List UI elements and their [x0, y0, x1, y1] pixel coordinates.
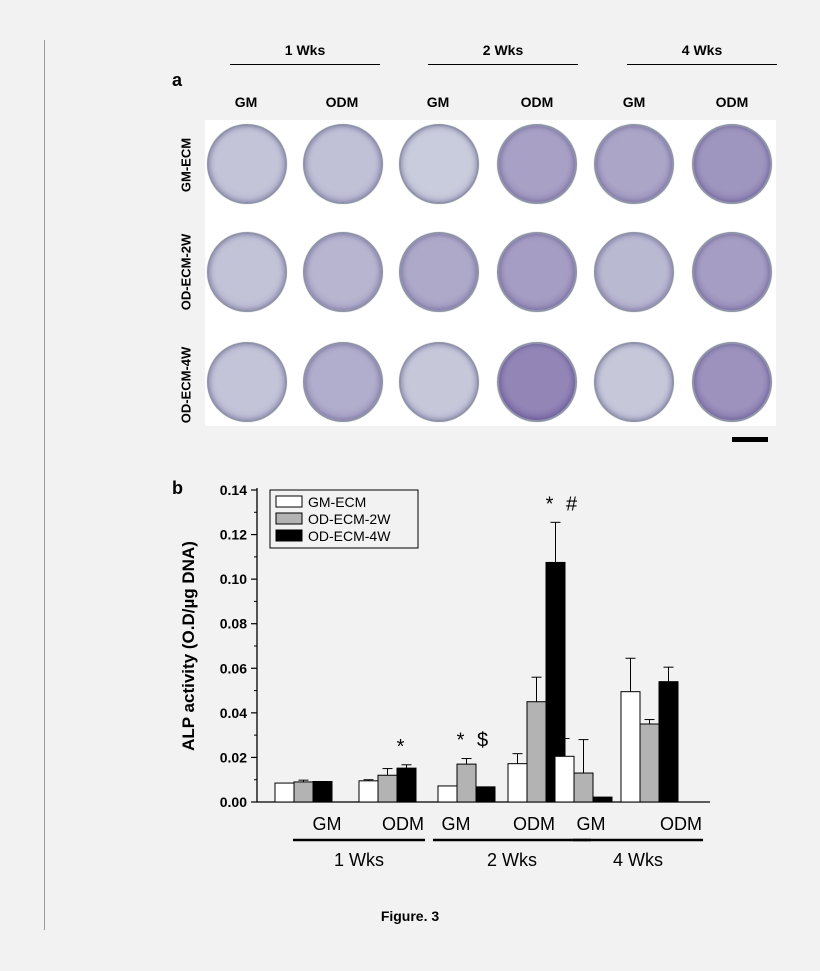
culture-dish: [692, 124, 772, 204]
culture-dish: [692, 342, 772, 422]
bar: [274, 782, 295, 803]
culture-dish: [207, 232, 287, 312]
bar: [620, 691, 641, 803]
page-margin-rule: [44, 40, 45, 930]
bar: [475, 786, 496, 803]
significance-marker: *: [397, 736, 405, 758]
week-header-line-1: [230, 64, 380, 65]
week-header-2: 2 Wks: [482, 42, 524, 58]
bar: [573, 772, 594, 803]
column-header-gm-2wk: GM: [426, 94, 450, 110]
y-tick-label: 0.12: [220, 527, 247, 543]
legend-label: OD-ECM-4W: [308, 528, 391, 544]
culture-dish: [497, 342, 577, 422]
column-header-odm-4wk: ODM: [715, 94, 749, 110]
panel-a-label: a: [172, 70, 183, 90]
legend-swatch: [275, 512, 303, 525]
significance-marker: *: [457, 730, 465, 752]
bar: [358, 780, 379, 803]
culture-dish: [399, 342, 479, 422]
y-axis-title: ALP activity (O.D/µg DNA): [179, 541, 198, 751]
x-group-label: 4 Wks: [613, 850, 663, 870]
legend-swatch: [275, 495, 303, 508]
x-category-label: ODM: [513, 814, 555, 834]
culture-dish: [303, 124, 383, 204]
y-tick-label: 0.04: [220, 705, 247, 721]
row-label-gm-ecm: GM-ECM: [178, 137, 194, 193]
x-category-label: ODM: [382, 814, 424, 834]
column-header-gm-1wk: GM: [234, 94, 258, 110]
culture-dish: [207, 124, 287, 204]
culture-dish: [594, 124, 674, 204]
bar: [658, 681, 679, 803]
culture-dish: [594, 232, 674, 312]
panel-b-label: b: [172, 478, 183, 498]
x-category-label: GM: [313, 814, 342, 834]
bar: [639, 723, 660, 803]
x-group-label: 2 Wks: [487, 850, 537, 870]
y-tick-label: 0.14: [220, 482, 247, 498]
bar: [592, 796, 613, 803]
x-category-label: GM: [442, 814, 471, 834]
y-tick-label: 0.06: [220, 660, 247, 676]
column-header-odm-1wk: ODM: [325, 94, 359, 110]
scale-bar: [732, 437, 768, 442]
significance-marker: #: [566, 493, 578, 515]
y-tick-label: 0.08: [220, 616, 247, 632]
week-header-1: 1 Wks: [284, 42, 326, 58]
significance-marker: *: [546, 493, 554, 515]
culture-dish: [303, 232, 383, 312]
row-label-od-ecm-2w: OD-ECM-2W: [178, 233, 194, 311]
significance-marker: $: [477, 730, 488, 752]
culture-dish: [594, 342, 674, 422]
y-tick-label: 0.10: [220, 571, 247, 587]
x-category-label: ODM: [660, 814, 702, 834]
week-header-line-3: [627, 64, 777, 65]
week-header-line-2: [428, 64, 578, 65]
row-label-od-ecm-4w: OD-ECM-4W: [178, 346, 194, 424]
legend-label: GM-ECM: [308, 494, 366, 510]
culture-dish: [497, 232, 577, 312]
column-header-odm-2wk: ODM: [520, 94, 554, 110]
week-header-3: 4 Wks: [681, 42, 723, 58]
culture-dish: [207, 342, 287, 422]
bar: [312, 780, 333, 803]
culture-dish: [497, 124, 577, 204]
x-group-label: 1 Wks: [334, 850, 384, 870]
culture-dish: [399, 232, 479, 312]
bar: [456, 763, 477, 803]
culture-dish: [399, 124, 479, 204]
bar: [377, 774, 398, 803]
alp-activity-bar-chart: 0.00 0.02 0.04 0.06 0.08 0.10 0.12 0.14 ALP acti…: [179, 482, 710, 870]
x-category-label: GM: [577, 814, 606, 834]
stained-culture-plates: [205, 120, 776, 426]
column-header-gm-4wk: GM: [622, 94, 646, 110]
bar: [526, 701, 547, 803]
bar: [437, 785, 458, 803]
bar: [507, 763, 528, 803]
y-tick-label: 0.02: [220, 749, 247, 765]
y-tick-label: 0.00: [220, 794, 247, 810]
bar: [293, 781, 314, 803]
culture-dish: [692, 232, 772, 312]
legend-swatch: [275, 529, 303, 542]
legend-label: OD-ECM-2W: [308, 511, 391, 527]
figure-caption: Figure. 3: [380, 908, 440, 924]
bar: [396, 767, 417, 803]
bar: [554, 755, 575, 803]
culture-dish: [303, 342, 383, 422]
